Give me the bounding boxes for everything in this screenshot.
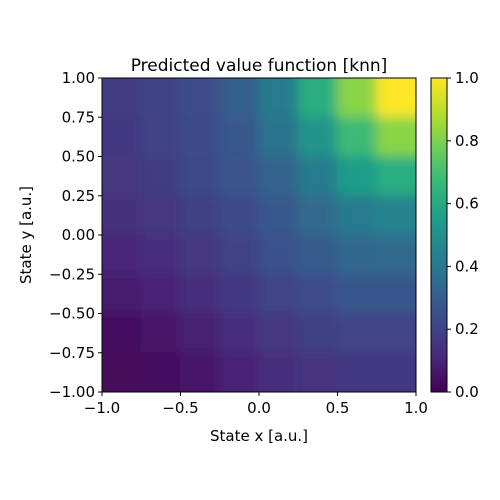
colorbar-tick-label: 0.0	[455, 383, 479, 401]
heatmap-cell	[337, 273, 378, 314]
heatmap-area	[102, 78, 416, 392]
x-tick-label: −0.5	[162, 399, 198, 417]
x-tick-label: −1.0	[84, 399, 120, 417]
colorbar-tick-label: 0.2	[455, 320, 479, 338]
heatmap-cell	[297, 313, 338, 354]
heatmap-cell	[140, 234, 181, 275]
heatmap-cell	[337, 156, 378, 197]
heatmap-cell	[219, 273, 260, 314]
heatmap-cell	[376, 195, 416, 236]
heatmap-cell	[180, 313, 221, 354]
heatmap-cell	[140, 156, 181, 197]
y-tick-label: 0.75	[62, 108, 95, 126]
heatmap-cell	[219, 78, 260, 119]
heatmap-cell	[219, 313, 260, 354]
heatmap-cell	[180, 234, 221, 275]
heatmap-cell	[376, 116, 416, 157]
x-tick-label: 1.0	[404, 399, 428, 417]
heatmap-cell	[297, 195, 338, 236]
heatmap-cell	[258, 116, 299, 157]
heatmap-cell	[140, 352, 181, 392]
heatmap-cell	[297, 273, 338, 314]
heatmap-cell	[180, 156, 221, 197]
heatmap-cell	[140, 273, 181, 314]
heatmap-cell	[258, 352, 299, 392]
y-tick-label: −1.00	[49, 383, 95, 401]
heatmap-cell	[258, 234, 299, 275]
heatmap-cell	[258, 273, 299, 314]
heatmap-cell	[219, 156, 260, 197]
x-axis-ticks: −1.0 −0.5 0.0 0.5 1.0	[84, 392, 428, 417]
x-tick-label: 0.0	[247, 399, 271, 417]
colorbar-tick-label: 0.8	[455, 132, 479, 150]
heatmap-cell	[180, 273, 221, 314]
y-tick-label: 0.00	[62, 226, 95, 244]
colorbar-tick-label: 0.4	[455, 257, 479, 275]
heatmap-cell	[337, 313, 378, 354]
heatmap-cell	[337, 78, 378, 119]
heatmap-cell	[219, 195, 260, 236]
heatmap-cell	[297, 78, 338, 119]
heatmap-cell	[376, 313, 416, 354]
heatmap-cell	[337, 116, 378, 157]
heatmap-cell	[219, 352, 260, 392]
heatmap-cell	[258, 195, 299, 236]
heatmap-cell	[337, 352, 378, 392]
heatmap-cell	[180, 78, 221, 119]
heatmap-cell	[376, 156, 416, 197]
heatmap-cell	[140, 313, 181, 354]
y-tick-label: 0.50	[62, 148, 95, 166]
heatmap-cell	[102, 195, 143, 236]
y-axis-ticks: 1.00 0.75 0.50 0.25 0.00 −0.25 −0.50 −0.75 −1.00	[49, 69, 102, 401]
heatmap-cell	[180, 195, 221, 236]
heatmap-cell	[376, 78, 416, 119]
heatmap-cell	[258, 78, 299, 119]
colorbar-tick-label: 0.6	[455, 195, 479, 213]
heatmap-cell	[180, 352, 221, 392]
heatmap-cell	[102, 156, 143, 197]
chart-title: Predicted value function [knn]	[131, 56, 388, 76]
heatmap-cell	[102, 234, 143, 275]
heatmap-cell	[140, 116, 181, 157]
heatmap-cell	[258, 313, 299, 354]
y-axis-label: State y [a.u.]	[17, 186, 35, 284]
heatmap-cell	[337, 234, 378, 275]
heatmap-cell	[102, 313, 143, 354]
x-tick-label: 0.5	[326, 399, 350, 417]
y-tick-label: −0.25	[49, 265, 95, 283]
heatmap-cell	[219, 116, 260, 157]
heatmap-cell	[376, 234, 416, 275]
heatmap-cell	[297, 352, 338, 392]
colorbar-ticks: 0.0 0.2 0.4 0.6 0.8 1.0	[447, 69, 479, 401]
heatmap-cell	[140, 195, 181, 236]
heatmap-cell	[140, 78, 181, 119]
heatmap-cell	[219, 234, 260, 275]
x-axis-label: State x [a.u.]	[210, 427, 308, 445]
heatmap-cell	[102, 78, 143, 119]
colorbar	[430, 77, 448, 393]
heatmap-cell	[102, 352, 143, 392]
y-tick-label: 0.25	[62, 187, 95, 205]
y-tick-label: 1.00	[62, 69, 95, 87]
heatmap-cell	[180, 116, 221, 157]
y-tick-label: −0.75	[49, 344, 95, 362]
colorbar-tick-label: 1.0	[455, 69, 479, 87]
y-tick-label: −0.50	[49, 305, 95, 323]
heatmap-cell	[297, 234, 338, 275]
heatmap-cell	[297, 156, 338, 197]
heatmap-cell	[376, 273, 416, 314]
heatmap-cell	[376, 352, 416, 392]
heatmap-cell	[102, 273, 143, 314]
heatmap-cell	[258, 156, 299, 197]
heatmap-cell	[297, 116, 338, 157]
heatmap-cell	[102, 116, 143, 157]
heatmap-cell	[337, 195, 378, 236]
